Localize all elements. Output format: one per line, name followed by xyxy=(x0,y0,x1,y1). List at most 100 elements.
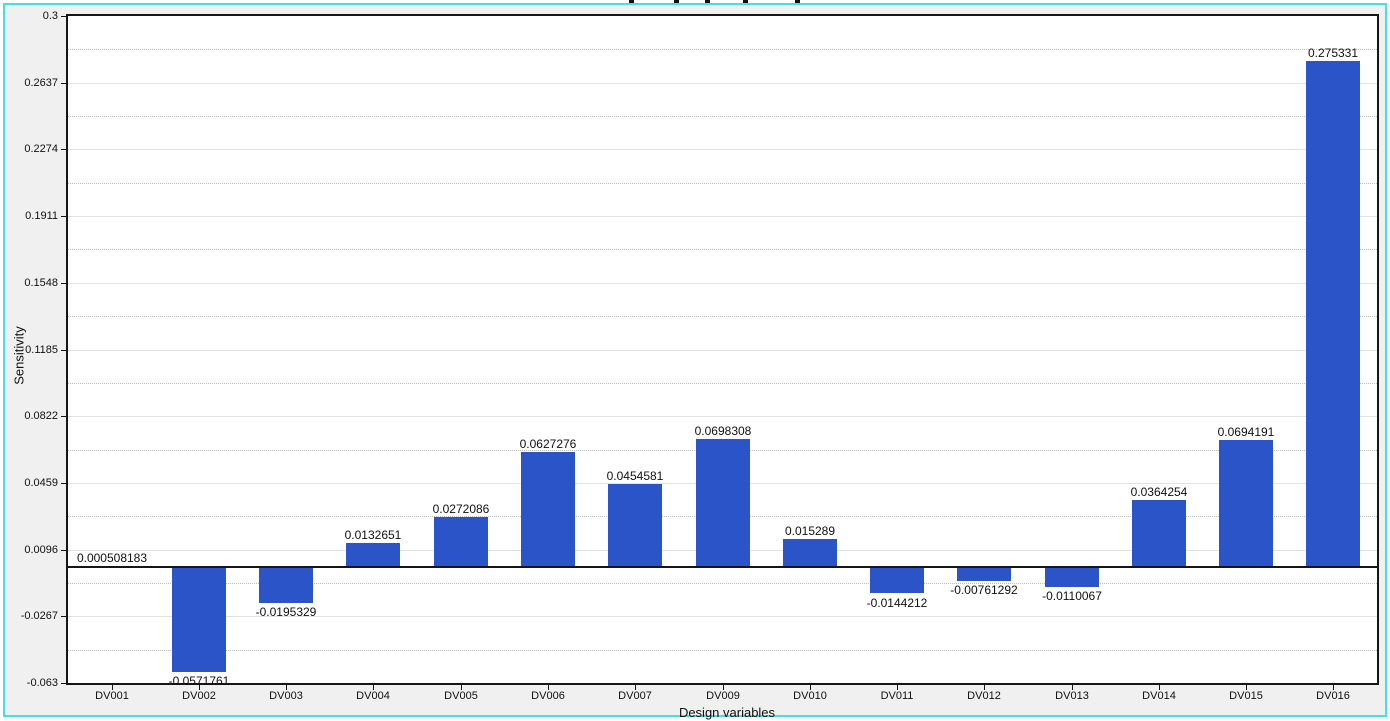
bar-value-label: 0.015289 xyxy=(784,524,836,538)
x-axis-tick xyxy=(635,685,636,690)
y-axis-tick xyxy=(61,483,66,484)
gridline-minor xyxy=(68,183,1377,184)
y-axis-tick xyxy=(61,550,66,551)
x-axis-tick xyxy=(897,685,898,690)
bar xyxy=(1219,440,1273,568)
bar xyxy=(783,539,837,567)
clipped-title-fragment xyxy=(674,0,679,3)
clipped-title-fragment xyxy=(629,0,634,3)
x-axis-tick xyxy=(984,685,985,690)
bar-value-label: 0.0698308 xyxy=(694,424,752,438)
bar-value-label: 0.0454581 xyxy=(606,469,664,483)
x-axis-tick-label: DV002 xyxy=(182,690,216,702)
bar-value-label: -0.0195329 xyxy=(255,605,317,619)
x-axis-tick-label: DV013 xyxy=(1055,690,1089,702)
x-axis-tick xyxy=(1159,685,1160,690)
gridline-minor xyxy=(68,316,1377,317)
x-axis-title: Design variables xyxy=(678,705,776,720)
bar-value-label: -0.0144212 xyxy=(866,596,928,610)
bar-value-label: 0.275331 xyxy=(1307,46,1359,60)
x-axis-tick xyxy=(1072,685,1073,690)
bar-value-label: -0.00761292 xyxy=(950,583,1018,597)
x-axis-tick xyxy=(373,685,374,690)
bar xyxy=(870,567,924,593)
y-axis-tick xyxy=(61,216,66,217)
x-axis-tick-label: DV001 xyxy=(95,690,129,702)
x-axis-tick xyxy=(461,685,462,690)
bar-value-label: -0.0110067 xyxy=(1042,589,1102,603)
x-axis-tick xyxy=(1333,685,1334,690)
bar xyxy=(521,452,575,567)
bar-value-label: 0.000508183 xyxy=(76,551,148,565)
bar xyxy=(1045,567,1099,587)
x-axis-tick-label: DV011 xyxy=(880,690,914,702)
y-axis-tick-label: 0.1911 xyxy=(25,210,58,222)
y-axis-tick-label: 0.2274 xyxy=(24,143,58,155)
bar-value-label: 0.0364254 xyxy=(1130,485,1188,499)
gridline-major xyxy=(68,83,1377,84)
y-axis-tick xyxy=(61,683,66,684)
gridline-minor xyxy=(68,583,1377,584)
y-axis-tick xyxy=(61,283,66,284)
y-axis-tick xyxy=(61,83,66,84)
y-axis-tick xyxy=(61,350,66,351)
gridline-major xyxy=(68,616,1377,617)
x-axis-tick-label: DV012 xyxy=(967,690,1001,702)
bar xyxy=(608,484,662,568)
x-axis-tick xyxy=(112,685,113,690)
clipped-title-fragment xyxy=(795,0,800,3)
x-axis-tick xyxy=(286,685,287,690)
gridline-major xyxy=(68,416,1377,417)
bar-value-label: 0.0132651 xyxy=(344,528,402,542)
bar xyxy=(172,567,226,672)
gridline-minor xyxy=(68,49,1377,50)
bar xyxy=(1132,500,1186,567)
x-axis-tick-label: DV016 xyxy=(1316,690,1350,702)
bar-value-label: 0.0272086 xyxy=(432,502,490,516)
y-axis-tick-label: -0.063 xyxy=(26,677,58,689)
bar xyxy=(696,439,750,567)
gridline-major xyxy=(68,350,1377,351)
y-axis-tick-label: 0.1185 xyxy=(25,344,58,356)
x-axis-tick-label: DV010 xyxy=(793,690,827,702)
y-axis-tick xyxy=(61,616,66,617)
zero-baseline xyxy=(68,566,1377,568)
x-axis-tick xyxy=(199,685,200,690)
y-axis-tick xyxy=(61,149,66,150)
x-axis-tick-label: DV015 xyxy=(1229,690,1263,702)
gridline-major xyxy=(68,216,1377,217)
gridline-minor xyxy=(68,650,1377,651)
bar xyxy=(259,567,313,603)
y-axis-tick-label: 0.0096 xyxy=(24,544,58,556)
clipped-title-fragment xyxy=(743,0,748,3)
y-axis-tick-label: -0.0267 xyxy=(20,610,58,622)
x-axis-tick-label: DV006 xyxy=(531,690,565,702)
bar-value-label: 0.0627276 xyxy=(519,437,577,451)
x-axis-tick xyxy=(1246,685,1247,690)
x-axis-tick-label: DV003 xyxy=(269,690,303,702)
y-axis-tick xyxy=(61,16,66,17)
y-axis-tick xyxy=(61,416,66,417)
x-axis-tick-label: DV007 xyxy=(618,690,652,702)
x-axis-tick xyxy=(548,685,549,690)
bar xyxy=(434,517,488,567)
bar xyxy=(346,543,400,567)
y-axis-tick-label: 0.2637 xyxy=(24,77,58,89)
x-axis-tick xyxy=(723,685,724,690)
x-axis-tick-label: DV004 xyxy=(356,690,390,702)
y-axis-tick-label: 0.3 xyxy=(42,10,58,22)
x-axis-tick-label: DV014 xyxy=(1142,690,1176,702)
gridline-minor xyxy=(68,116,1377,117)
gridline-minor xyxy=(68,249,1377,250)
x-axis-tick-label: DV005 xyxy=(444,690,478,702)
clipped-title-fragment xyxy=(705,0,710,3)
bar xyxy=(957,567,1011,581)
bar-value-label: 0.0694191 xyxy=(1217,425,1275,439)
gridline-minor xyxy=(68,383,1377,384)
x-axis-tick xyxy=(810,685,811,690)
bar-value-label: -0.0571761 xyxy=(168,674,230,688)
y-axis-tick-label: 0.0459 xyxy=(24,477,58,489)
x-axis-tick-label: DV009 xyxy=(706,690,740,702)
y-axis-tick-label: 0.1548 xyxy=(24,277,58,289)
